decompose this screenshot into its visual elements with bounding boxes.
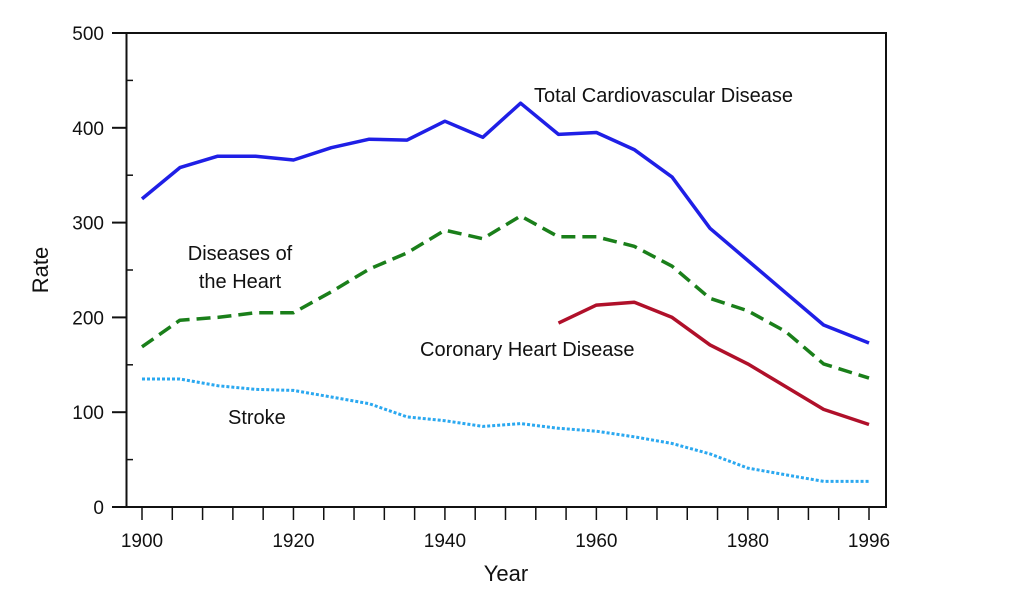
x-tick-label: 1960	[575, 531, 617, 552]
label-heart-2: the Heart	[199, 271, 282, 293]
y-tick-label: 400	[72, 119, 104, 140]
y-tick-label: 300	[72, 214, 104, 235]
label-chd: Coronary Heart Disease	[420, 339, 635, 361]
x-tick-label: 1996	[848, 531, 890, 552]
x-tick-label: 1980	[727, 531, 769, 552]
y-axis: 0 100 200 300 400 500	[72, 24, 133, 519]
label-total-cvd: Total Cardiovascular Disease	[534, 85, 793, 107]
x-tick-label: 1900	[121, 531, 163, 552]
x-tick-label: 1920	[272, 531, 314, 552]
y-axis-label: Rate	[28, 247, 53, 293]
x-tick-label: 1940	[424, 531, 466, 552]
label-heart-1: Diseases of	[188, 243, 293, 265]
x-axis-label: Year	[484, 561, 528, 586]
y-tick-label: 200	[72, 308, 104, 329]
label-stroke: Stroke	[228, 407, 286, 429]
series-line-stroke	[142, 379, 869, 481]
y-tick-label: 500	[72, 24, 104, 45]
y-tick-label: 100	[72, 403, 104, 424]
y-tick-label: 0	[93, 498, 104, 519]
x-axis: 1900 1920 1940 1960 1980 1996	[121, 507, 890, 552]
